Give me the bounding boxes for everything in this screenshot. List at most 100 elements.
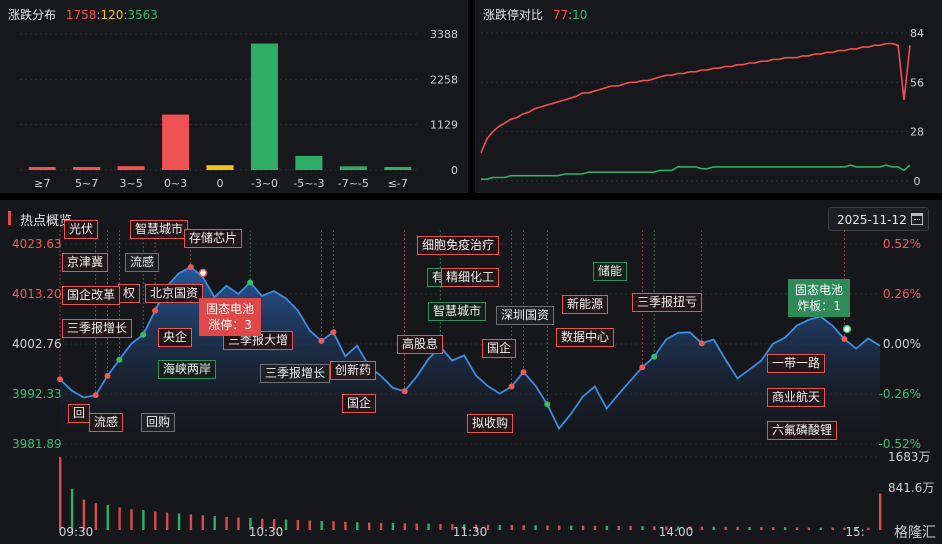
concept-label[interactable]: 光伏 (64, 220, 99, 239)
x-tick-label: 3~5 (120, 177, 143, 190)
concept-label[interactable]: 细胞免疫治疗 (417, 236, 500, 255)
concept-label[interactable]: 智慧城市 (130, 220, 189, 239)
marker-dot (140, 331, 147, 338)
volume-tick-label: 1683万 (888, 450, 931, 464)
marker-dot (544, 401, 551, 408)
volume-bar (106, 504, 109, 530)
volume-bar (783, 527, 787, 530)
concept-label[interactable]: 商业航天 (767, 388, 826, 407)
volume-bar (201, 515, 205, 530)
price-line (59, 266, 881, 431)
marker-dot (187, 264, 194, 271)
distribution-panel: 涨跌分布 1758:120:3563 3388 2258 1129 0 ≥7 5~7 3~5… (0, 0, 468, 193)
marker-dot (152, 307, 159, 314)
volume-bar (867, 527, 870, 530)
concept-label[interactable]: 国企 (482, 339, 517, 358)
broken-board-tooltip: 固态电池 炸板：1 (788, 279, 851, 317)
concept-label[interactable]: 京津冀 (62, 253, 109, 272)
x-tick-label: 0 (217, 177, 224, 190)
volume-bar (427, 523, 430, 530)
volume-bar (807, 527, 811, 530)
marker-dot (520, 369, 527, 376)
volume-bar (558, 525, 561, 530)
volume-bar (249, 517, 252, 530)
pct-tick-label: -0.52% (879, 437, 921, 451)
volume-bar (415, 523, 418, 530)
concept-label[interactable]: 三季报增长 (260, 364, 331, 383)
volume-bar (522, 525, 525, 530)
marker-dot (247, 279, 254, 286)
volume-bar (819, 527, 822, 530)
volume-bar (59, 457, 62, 530)
bar (206, 165, 234, 170)
concept-label[interactable]: 精细化工 (441, 268, 500, 287)
calendar-icon[interactable] (911, 213, 923, 225)
y-tick-label: 56 (910, 76, 924, 89)
date-picker[interactable]: 2025-11-12 (828, 207, 929, 231)
concept-label[interactable]: 储能 (593, 262, 628, 281)
tooltip-anchor (842, 324, 852, 334)
x-tick-label: -3~0 (251, 177, 278, 190)
y-tick-label: 1129 (430, 119, 458, 132)
concept-label[interactable]: 一带一路 (767, 354, 826, 373)
time-tick-label: 14:00 (659, 525, 694, 539)
concept-label[interactable]: 深圳国资 (496, 306, 555, 325)
y-tick-label: 0 (451, 164, 458, 177)
concept-label[interactable]: 流感 (89, 413, 124, 432)
volume-bar (356, 522, 359, 530)
time-tick-label: 10:30 (249, 525, 284, 539)
concept-label[interactable]: 六氟磷酸锂 (767, 421, 838, 440)
concept-label[interactable]: 回购 (141, 413, 176, 432)
concept-label[interactable]: 三季报扭亏 (632, 293, 703, 312)
concept-label[interactable]: 权 (118, 284, 141, 303)
concept-label[interactable]: 智慧城市 (428, 302, 487, 321)
concept-label[interactable]: 央企 (158, 328, 193, 347)
concept-label[interactable]: 创新药 (330, 361, 377, 380)
volume-bar (272, 519, 276, 530)
concept-label[interactable]: 回 (68, 404, 91, 423)
distribution-chart: 3388 2258 1129 0 ≥7 5~7 3~5 0~3 0 -3~0 -5~-3 -7~-5 ≤… (20, 28, 458, 190)
concept-label[interactable]: 三季报增长 (62, 319, 133, 338)
concept-label[interactable]: 国企 (342, 394, 377, 413)
x-tick-label: 5~7 (75, 177, 98, 190)
concept-label[interactable]: 存储芯片 (184, 229, 243, 248)
volume-bar (855, 527, 858, 530)
concept-label[interactable]: 海峡两岸 (158, 360, 217, 379)
concept-label[interactable]: 高股息 (397, 335, 444, 354)
intraday-chart[interactable]: 4023.63 0.52% 4013.20 0.26% 4002.76 0.00% 3992… (0, 200, 942, 544)
bar (117, 166, 145, 170)
volume-bar (831, 527, 834, 530)
time-tick-label: 15: (845, 525, 864, 539)
concept-label[interactable]: 北京国资 (145, 284, 204, 303)
volume-bar (189, 514, 193, 530)
volume-bar (629, 526, 632, 530)
concept-label[interactable]: 拟收购 (467, 414, 514, 433)
volume-bar (510, 525, 513, 530)
concept-label[interactable]: 国企改革 (62, 286, 121, 305)
volume-bar (546, 525, 549, 530)
volume-bar (94, 503, 98, 530)
tooltip-title: 固态电池 (795, 283, 844, 297)
volume-bar (213, 516, 216, 530)
volume-bar (570, 525, 573, 530)
volume-bar (463, 524, 466, 530)
volume-bar (165, 512, 169, 530)
volume-bar (760, 527, 763, 530)
distribution-title-row: 涨跌分布 1758:120:3563 (8, 6, 158, 23)
volume-bar (688, 526, 692, 530)
tooltip-value: 炸板：1 (797, 299, 841, 313)
concept-label[interactable]: 数据中心 (556, 328, 615, 347)
marker-dot (92, 392, 99, 399)
tooltip-anchor (198, 268, 208, 278)
price-area (60, 267, 880, 444)
concept-label[interactable]: 新能源 (562, 295, 609, 314)
concept-label[interactable]: 流感 (125, 253, 160, 272)
volume-bar (581, 525, 585, 530)
bar (384, 167, 412, 170)
pct-tick-label: 0.52% (883, 237, 921, 251)
volume-bar (676, 526, 680, 530)
marker-dot (401, 388, 408, 395)
volume-bar (795, 527, 799, 530)
pct-tick-label: -0.26% (879, 387, 921, 401)
bar (73, 167, 101, 170)
